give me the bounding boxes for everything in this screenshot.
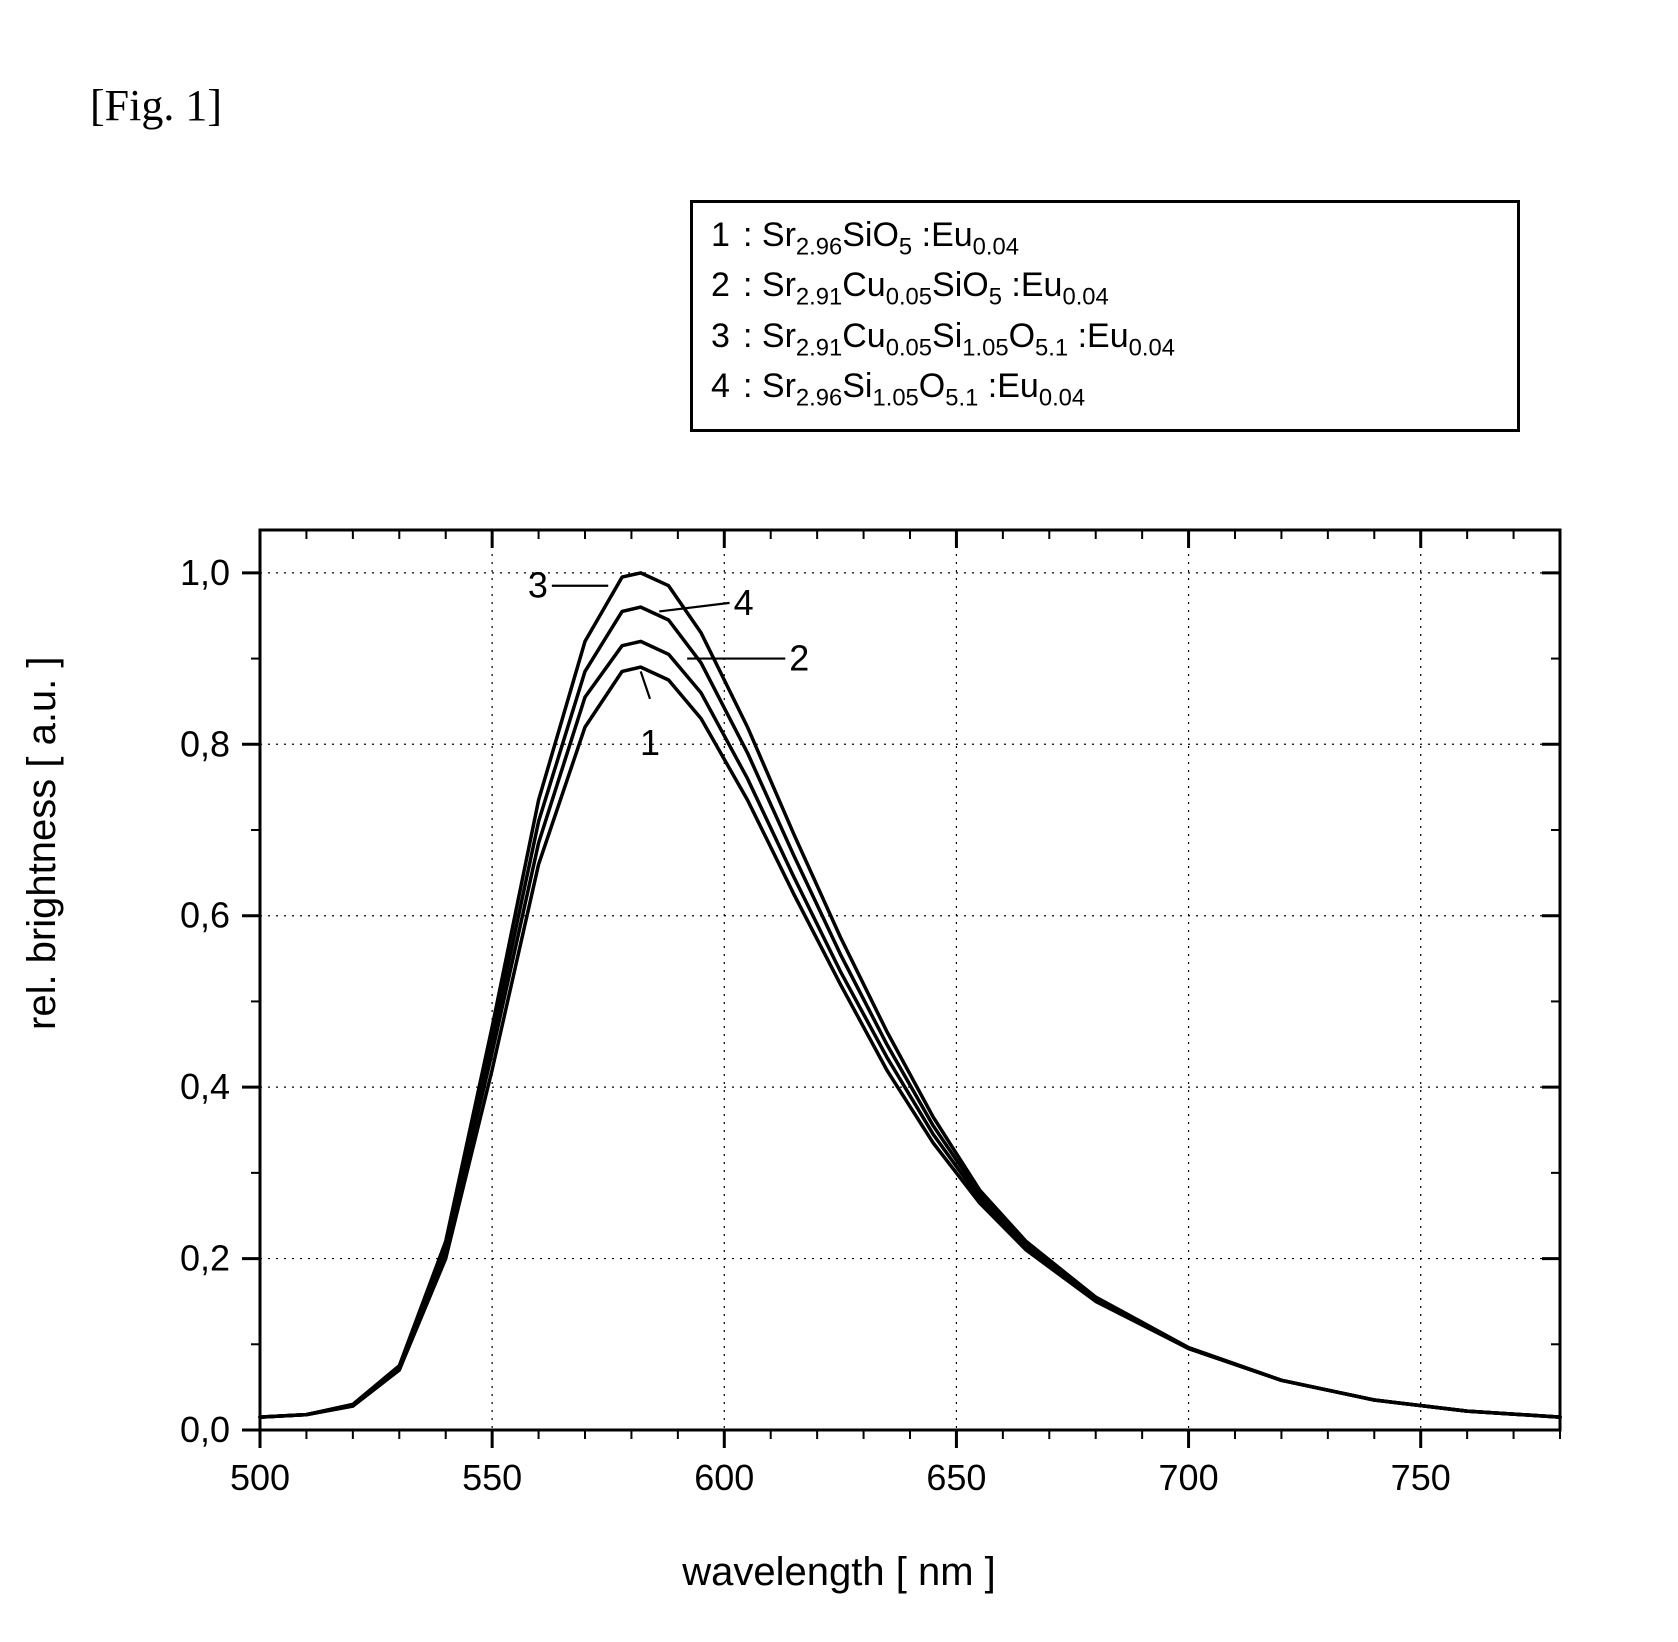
- peak-label-1: 1: [640, 722, 660, 763]
- y-tick-label: 0,6: [180, 895, 230, 936]
- x-tick-label: 500: [230, 1457, 290, 1498]
- y-axis-label: rel. brightness [ a.u. ]: [20, 656, 65, 1030]
- peak-label-3: 3: [528, 565, 548, 606]
- legend-idx: 3: [711, 314, 743, 360]
- chart-area: 500 550 600 650 700 750 0,0 0,2 0,4 0,6 0,8 1,0 3 42 1: [90, 510, 1590, 1550]
- legend-formula: Sr2.91Cu0.05Si1.05O5.1 :Eu0.04: [762, 317, 1175, 355]
- peak-label-2: 2: [789, 638, 809, 679]
- y-tick-label: 0,0: [180, 1409, 230, 1450]
- x-tick-label: 550: [462, 1457, 522, 1498]
- legend-idx: 1: [711, 213, 743, 259]
- x-tick-label: 600: [694, 1457, 754, 1498]
- legend-item-3: 3: Sr2.91Cu0.05Si1.05O5.1 :Eu0.04: [711, 314, 1499, 364]
- legend-item-2: 2: Sr2.91Cu0.05SiO5 :Eu0.04: [711, 263, 1499, 313]
- series-1: [260, 667, 1560, 1417]
- figure-caption: [Fig. 1]: [90, 80, 222, 131]
- y-tick-label: 0,4: [180, 1066, 230, 1107]
- x-tick-label: 650: [926, 1457, 986, 1498]
- legend-formula: Sr2.96Si1.05O5.1 :Eu0.04: [762, 367, 1085, 405]
- x-axis-label: wavelength [ nm ]: [0, 1550, 1678, 1595]
- series-3: [260, 573, 1560, 1417]
- x-tick-label: 750: [1391, 1457, 1451, 1498]
- legend-box: 1: Sr2.96SiO5 :Eu0.04 2: Sr2.91Cu0.05SiO…: [690, 200, 1520, 432]
- y-tick-label: 0,2: [180, 1238, 230, 1279]
- y-tick-label: 0,8: [180, 723, 230, 764]
- peak-label-4: 4: [734, 582, 754, 623]
- legend-formula: Sr2.96SiO5 :Eu0.04: [762, 216, 1019, 254]
- series-4: [260, 607, 1560, 1417]
- series-2: [260, 641, 1560, 1417]
- legend-idx: 2: [711, 263, 743, 309]
- x-tick-label: 700: [1159, 1457, 1219, 1498]
- y-tick-label: 1,0: [180, 552, 230, 593]
- legend-item-1: 1: Sr2.96SiO5 :Eu0.04: [711, 213, 1499, 263]
- legend-formula: Sr2.91Cu0.05SiO5 :Eu0.04: [762, 266, 1109, 304]
- legend-idx: 4: [711, 364, 743, 410]
- legend-item-4: 4: Sr2.96Si1.05O5.1 :Eu0.04: [711, 364, 1499, 414]
